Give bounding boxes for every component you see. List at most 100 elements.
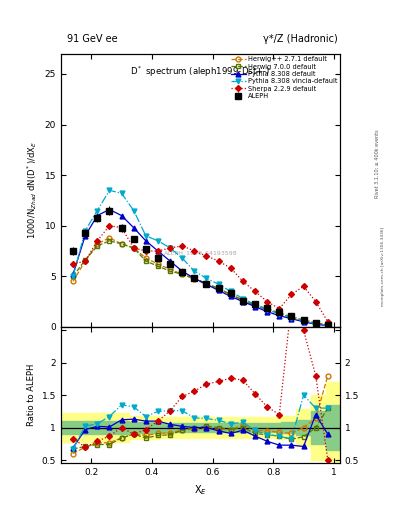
Sherpa 2.2.9 default: [168, 245, 173, 251]
Herwig++ 2.7.1 default: [253, 302, 257, 308]
Herwig 7.0.0 default: [216, 285, 221, 291]
Herwig 7.0.0 default: [192, 275, 197, 282]
Line: Pythia 8.308 default: Pythia 8.308 default: [71, 207, 330, 328]
Sherpa 2.2.9 default: [289, 291, 294, 297]
Pythia 8.308 vincia-default: [228, 288, 233, 294]
Sherpa 2.2.9 default: [156, 248, 160, 254]
Herwig 7.0.0 default: [131, 245, 136, 251]
Sherpa 2.2.9 default: [119, 225, 124, 231]
Herwig 7.0.0 default: [204, 280, 209, 286]
Pythia 8.308 vincia-default: [241, 295, 245, 302]
Herwig 7.0.0 default: [289, 315, 294, 321]
Pythia 8.308 vincia-default: [71, 273, 75, 280]
Pythia 8.308 vincia-default: [131, 207, 136, 214]
Herwig++ 2.7.1 default: [277, 310, 282, 316]
Pythia 8.308 vincia-default: [289, 315, 294, 321]
Text: 91 GeV ee: 91 GeV ee: [67, 33, 118, 44]
Line: Herwig 7.0.0 default: Herwig 7.0.0 default: [71, 239, 330, 328]
Y-axis label: Ratio to ALEPH: Ratio to ALEPH: [27, 364, 36, 426]
Pythia 8.308 default: [192, 275, 197, 282]
Pythia 8.308 vincia-default: [143, 233, 148, 239]
Pythia 8.308 default: [71, 271, 75, 278]
Herwig 7.0.0 default: [95, 243, 100, 249]
Pythia 8.308 vincia-default: [265, 307, 270, 313]
Herwig++ 2.7.1 default: [204, 281, 209, 287]
Pythia 8.308 vincia-default: [301, 317, 306, 324]
Line: Sherpa 2.2.9 default: Sherpa 2.2.9 default: [71, 224, 330, 324]
Herwig++ 2.7.1 default: [228, 291, 233, 297]
Sherpa 2.2.9 default: [277, 306, 282, 312]
Herwig++ 2.7.1 default: [107, 235, 112, 241]
Line: Herwig++ 2.7.1 default: Herwig++ 2.7.1 default: [71, 236, 330, 327]
Pythia 8.308 vincia-default: [180, 255, 185, 261]
Herwig++ 2.7.1 default: [71, 278, 75, 284]
Herwig++ 2.7.1 default: [168, 266, 173, 272]
Text: ALEPH_1999_S4193598: ALEPH_1999_S4193598: [163, 250, 237, 256]
Herwig++ 2.7.1 default: [301, 317, 306, 323]
Herwig++ 2.7.1 default: [325, 322, 330, 328]
Pythia 8.308 default: [83, 233, 88, 239]
Herwig 7.0.0 default: [253, 303, 257, 309]
Sherpa 2.2.9 default: [71, 261, 75, 267]
Herwig++ 2.7.1 default: [216, 286, 221, 292]
Sherpa 2.2.9 default: [180, 243, 185, 249]
Herwig 7.0.0 default: [119, 241, 124, 247]
Herwig++ 2.7.1 default: [265, 306, 270, 312]
Text: γ*/Z (Hadronic): γ*/Z (Hadronic): [263, 33, 338, 44]
Herwig 7.0.0 default: [107, 238, 112, 244]
Pythia 8.308 default: [325, 323, 330, 329]
Herwig++ 2.7.1 default: [131, 245, 136, 251]
Sherpa 2.2.9 default: [192, 248, 197, 254]
Pythia 8.308 vincia-default: [216, 281, 221, 287]
Pythia 8.308 default: [253, 304, 257, 310]
Pythia 8.308 default: [180, 268, 185, 274]
Herwig++ 2.7.1 default: [143, 255, 148, 261]
Herwig++ 2.7.1 default: [289, 314, 294, 320]
Sherpa 2.2.9 default: [107, 223, 112, 229]
Y-axis label: 1000/N$_{Zhad}$ dN(D$^*$)/dX$_E$: 1000/N$_{Zhad}$ dN(D$^*$)/dX$_E$: [25, 141, 39, 240]
Pythia 8.308 vincia-default: [277, 311, 282, 317]
Herwig 7.0.0 default: [277, 311, 282, 317]
Pythia 8.308 default: [241, 298, 245, 305]
Sherpa 2.2.9 default: [95, 238, 100, 244]
Pythia 8.308 vincia-default: [253, 302, 257, 308]
Herwig 7.0.0 default: [143, 258, 148, 264]
Pythia 8.308 vincia-default: [325, 323, 330, 329]
Pythia 8.308 vincia-default: [107, 187, 112, 194]
Herwig 7.0.0 default: [228, 291, 233, 297]
Pythia 8.308 default: [119, 212, 124, 219]
Herwig++ 2.7.1 default: [313, 319, 318, 326]
Sherpa 2.2.9 default: [325, 318, 330, 325]
Herwig++ 2.7.1 default: [83, 258, 88, 264]
Pythia 8.308 default: [156, 248, 160, 254]
Herwig++ 2.7.1 default: [180, 271, 185, 278]
Herwig++ 2.7.1 default: [95, 241, 100, 247]
Sherpa 2.2.9 default: [83, 258, 88, 264]
Pythia 8.308 default: [143, 238, 148, 244]
Pythia 8.308 default: [95, 212, 100, 219]
Herwig 7.0.0 default: [265, 307, 270, 313]
Sherpa 2.2.9 default: [143, 248, 148, 254]
Sherpa 2.2.9 default: [265, 298, 270, 305]
Text: D$^*$ spectrum (aleph1999-Dst+-): D$^*$ spectrum (aleph1999-Dst+-): [130, 65, 271, 79]
Pythia 8.308 vincia-default: [192, 268, 197, 274]
Text: Rivet 3.1.10; ≥ 400k events: Rivet 3.1.10; ≥ 400k events: [375, 130, 380, 198]
Herwig++ 2.7.1 default: [156, 261, 160, 267]
Pythia 8.308 default: [313, 321, 318, 327]
Pythia 8.308 default: [168, 258, 173, 264]
Pythia 8.308 default: [204, 281, 209, 287]
Sherpa 2.2.9 default: [313, 298, 318, 305]
Herwig 7.0.0 default: [180, 271, 185, 278]
X-axis label: X$_E$: X$_E$: [194, 483, 207, 497]
Sherpa 2.2.9 default: [131, 245, 136, 251]
Text: mcmplots.cern.ch [arXiv:1306.3436]: mcmplots.cern.ch [arXiv:1306.3436]: [381, 227, 385, 306]
Herwig++ 2.7.1 default: [241, 296, 245, 303]
Pythia 8.308 vincia-default: [119, 190, 124, 197]
Pythia 8.308 default: [289, 316, 294, 322]
Herwig 7.0.0 default: [71, 273, 75, 280]
Herwig++ 2.7.1 default: [119, 241, 124, 247]
Pythia 8.308 vincia-default: [168, 245, 173, 251]
Herwig 7.0.0 default: [156, 263, 160, 269]
Sherpa 2.2.9 default: [216, 258, 221, 264]
Pythia 8.308 default: [131, 225, 136, 231]
